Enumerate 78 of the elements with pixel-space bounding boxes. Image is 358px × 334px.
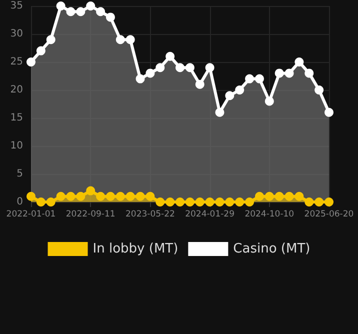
point (176, 198, 184, 206)
point (66, 7, 76, 16)
point (86, 2, 96, 10)
point (225, 91, 234, 100)
point (96, 7, 106, 16)
point (26, 192, 36, 201)
point (116, 192, 125, 201)
point (294, 192, 304, 201)
y-tick-label: 0 (16, 196, 23, 208)
point (26, 58, 36, 66)
point (36, 198, 46, 206)
point (86, 186, 96, 196)
point (235, 198, 244, 206)
point (106, 12, 115, 22)
point (146, 68, 155, 78)
legend-label: In lobby (MT) (92, 242, 178, 256)
x-tick-label: 2024-01-29 (185, 210, 235, 220)
point (245, 198, 254, 206)
point (36, 46, 46, 56)
point (245, 74, 254, 84)
point (146, 192, 155, 201)
y-tick-label: 30 (10, 28, 23, 40)
point (215, 198, 224, 206)
point (116, 35, 125, 44)
point (126, 35, 135, 44)
point (264, 96, 274, 106)
x-tick-label: 2025-06-20 (304, 210, 354, 220)
x-tick-label: 2024-10-10 (244, 210, 294, 220)
point (156, 198, 165, 206)
point (294, 58, 304, 66)
x-tick-label: 2023-05-22 (125, 210, 175, 220)
point (235, 86, 244, 94)
point (126, 192, 135, 201)
point (76, 7, 86, 16)
point (304, 198, 314, 206)
point (205, 198, 214, 206)
point (314, 86, 324, 94)
point (76, 192, 86, 201)
point (96, 192, 106, 201)
point (185, 63, 194, 72)
point (195, 80, 204, 89)
y-tick-label: 35 (10, 0, 23, 12)
point (195, 198, 204, 206)
point (136, 192, 145, 201)
point (56, 2, 66, 10)
point (66, 192, 76, 201)
point (254, 192, 264, 201)
y-tick-label: 15 (10, 112, 23, 124)
point (166, 198, 175, 206)
point (185, 198, 194, 206)
point (284, 68, 294, 78)
point (205, 63, 214, 72)
point (46, 198, 56, 206)
x-tick-label: 2022-09-11 (66, 210, 116, 220)
point (56, 192, 66, 201)
point (304, 68, 314, 78)
point (156, 63, 165, 72)
point (225, 198, 234, 206)
x-tick-label: 2022-01-01 (6, 210, 56, 220)
legend-label: Casino (MT) (233, 242, 310, 256)
point (136, 74, 145, 84)
y-tick-label: 5 (16, 168, 23, 180)
point (284, 192, 294, 201)
point (166, 52, 175, 61)
point (46, 35, 56, 44)
point (324, 198, 334, 206)
y-tick-label: 20 (10, 84, 23, 96)
point (176, 63, 184, 72)
point (215, 108, 224, 117)
point (324, 108, 334, 117)
y-tick-label: 25 (10, 56, 23, 68)
point (106, 192, 115, 201)
point (314, 198, 324, 206)
y-tick-label: 10 (10, 140, 23, 152)
point (274, 68, 284, 78)
point (264, 192, 274, 201)
point (254, 74, 264, 84)
point (274, 192, 284, 201)
